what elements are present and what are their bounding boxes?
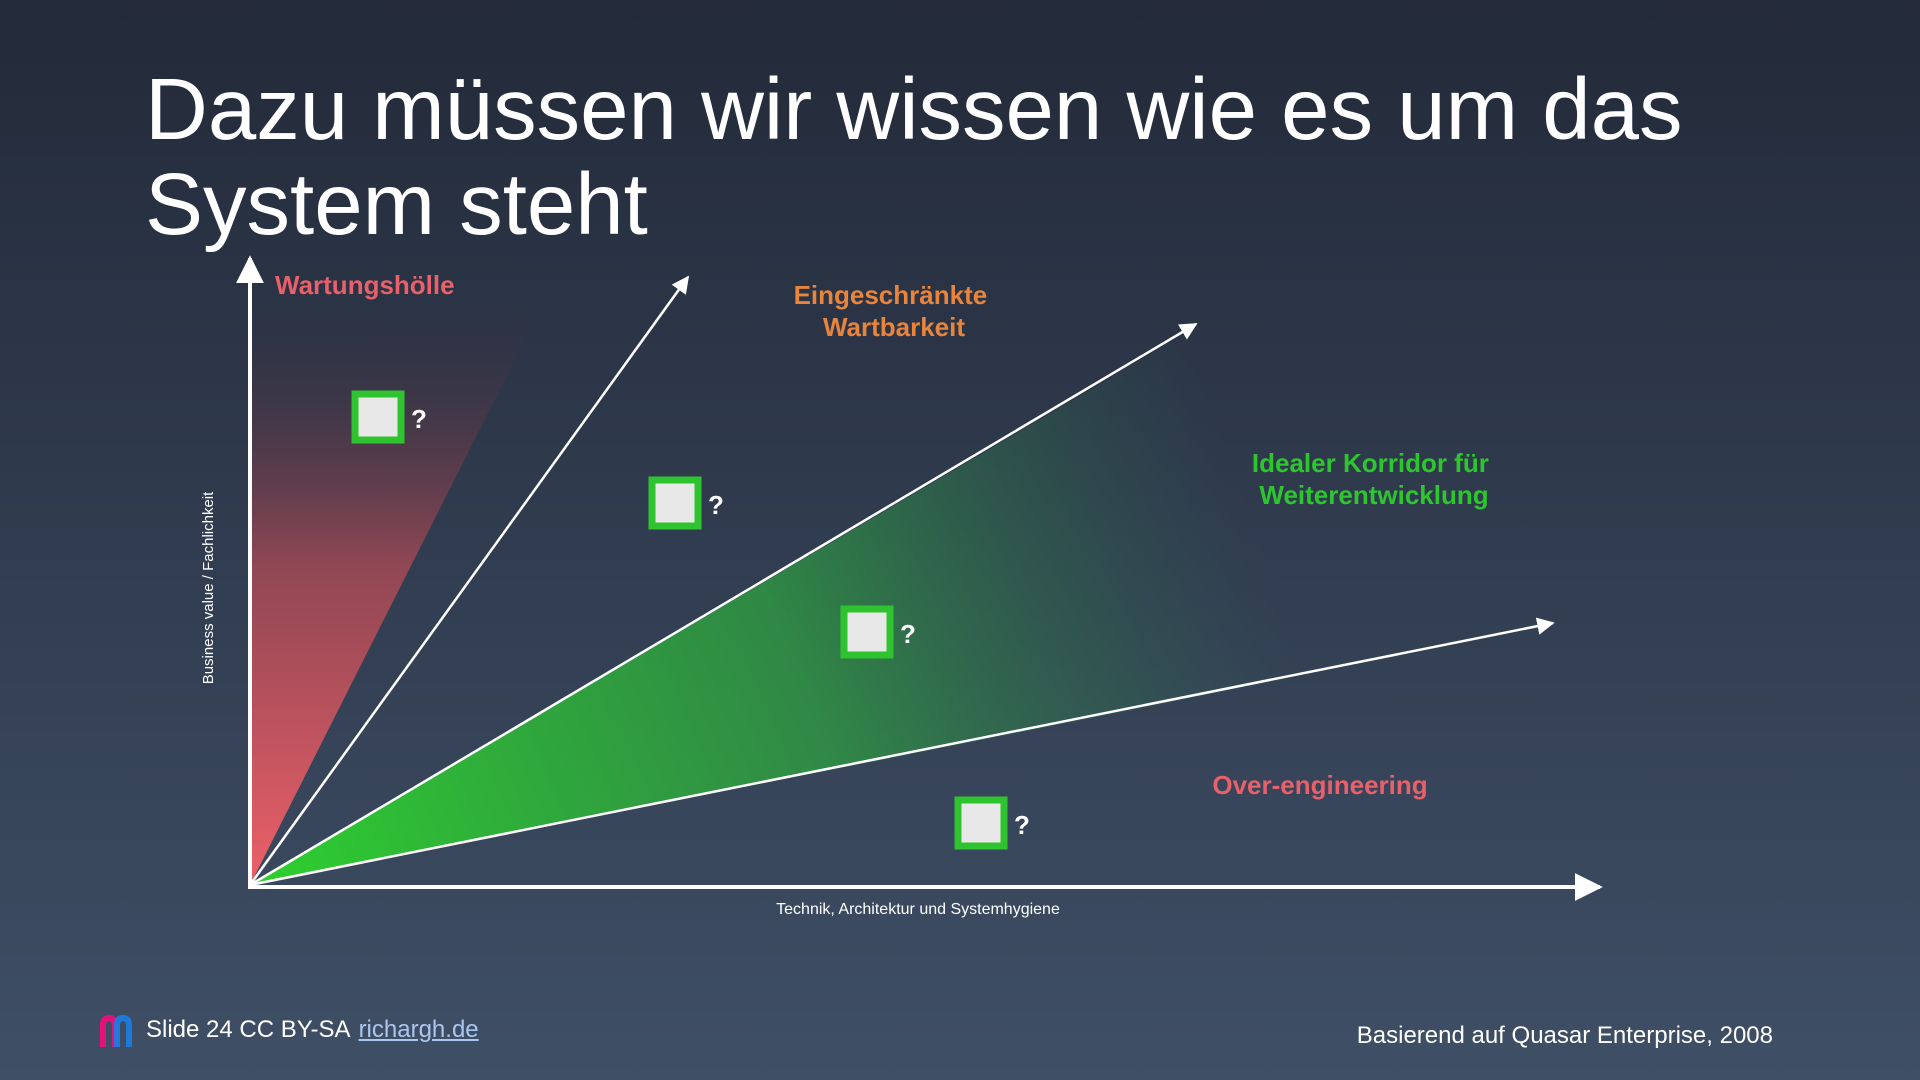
marker-question-mark: ? xyxy=(708,490,724,520)
label-limited-maintainability: Eingeschränkte Wartbarkeit xyxy=(794,280,995,342)
boundary-arrow-steep xyxy=(248,275,690,886)
slide-title: Dazu müssen wir wissen wie es um das Sys… xyxy=(145,62,1845,252)
marker-box xyxy=(351,390,405,444)
marker-question-mark: ? xyxy=(900,619,916,649)
label-ideal-corridor-line2: Weiterentwicklung xyxy=(1259,480,1488,510)
x-axis-label: Technik, Architektur und Systemhygiene xyxy=(776,901,1060,918)
marker-limited-maintainability: ? xyxy=(648,476,724,530)
marker-maintenance-hell: ? xyxy=(351,390,427,444)
boundary-arrow-flat xyxy=(249,617,1555,887)
maintenance-hell-region xyxy=(250,300,545,885)
marker-box xyxy=(954,796,1008,850)
marker-box xyxy=(840,605,894,659)
label-maintenance-hell: Wartungshölle xyxy=(275,270,455,300)
marker-question-mark: ? xyxy=(1014,810,1030,840)
marker-box xyxy=(648,476,702,530)
richargh-logo-icon xyxy=(100,1015,132,1047)
y-axis-label: Business value / Fachlichkeit xyxy=(200,491,217,684)
marker-over-engineering: ? xyxy=(954,796,1030,850)
slide-title-line2: System steht xyxy=(145,156,648,253)
footer-left: Slide 24 CC BY-SA richargh.de xyxy=(98,1013,479,1047)
slide-title-line1: Dazu müssen wir wissen wie es um das xyxy=(145,61,1683,158)
label-over-engineering: Over-engineering xyxy=(1212,770,1427,800)
label-ideal-corridor-line1: Idealer Korridor für xyxy=(1252,448,1489,478)
source-note: Basierend auf Quasar Enterprise, 2008 xyxy=(1356,1022,1773,1049)
marker-ideal-corridor: ? xyxy=(840,605,916,659)
label-limited-maintainability-line1: Eingeschränkte xyxy=(794,280,988,310)
label-limited-maintainability-line2: Wartbarkeit xyxy=(823,312,965,342)
boundary-arrow-middle xyxy=(249,322,1198,887)
slide-number-license: Slide 24 CC BY-SA xyxy=(146,1016,351,1043)
website-link[interactable]: richargh.de xyxy=(358,1016,479,1043)
ideal-corridor-region xyxy=(250,328,1560,885)
label-ideal-corridor: Idealer Korridor für Weiterentwicklung xyxy=(1252,448,1496,510)
marker-question-mark: ? xyxy=(411,404,427,434)
